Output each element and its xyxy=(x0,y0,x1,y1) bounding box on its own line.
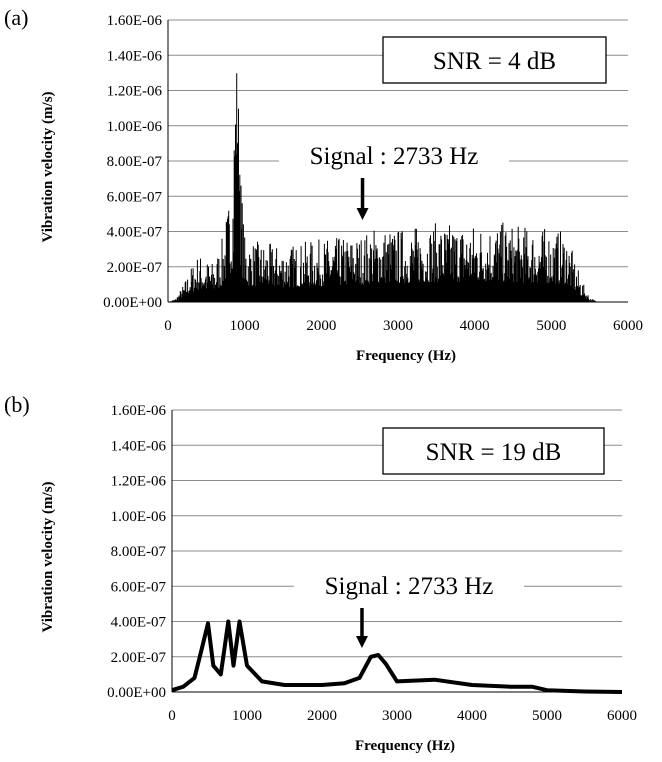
signal-label-background xyxy=(294,570,524,602)
signal-label: Signal : 2733 Hz xyxy=(310,143,479,170)
signal-label: Signal : 2733 Hz xyxy=(325,573,494,600)
spectrum-series xyxy=(168,73,598,302)
panel-label: (b) xyxy=(4,392,30,417)
y-tick-label: 0.00E+00 xyxy=(103,295,162,311)
y-tick-label: 8.00E-07 xyxy=(111,544,167,560)
x-tick-label: 6000 xyxy=(613,318,643,334)
y-tick-label: 1.60E-06 xyxy=(111,403,167,419)
x-tick-label: 4000 xyxy=(460,318,490,334)
x-tick-label: 6000 xyxy=(607,708,637,724)
x-tick-label: 2000 xyxy=(306,318,336,334)
snr-label: SNR = 4 dB xyxy=(433,48,556,75)
x-tick-label: 0 xyxy=(168,708,176,724)
signal-arrow-head xyxy=(356,208,369,220)
spectrum-series xyxy=(171,619,623,694)
y-tick-label: 1.40E-06 xyxy=(111,438,167,454)
panel-label: (a) xyxy=(4,5,28,30)
x-tick-label: 1000 xyxy=(232,708,262,724)
x-tick-label: 1000 xyxy=(230,318,260,334)
x-tick-label: 5000 xyxy=(536,318,566,334)
y-tick-label: 1.00E-06 xyxy=(107,119,163,135)
y-tick-label: 6.00E-07 xyxy=(107,189,163,205)
y-tick-label: 6.00E-07 xyxy=(111,579,167,595)
x-tick-label: 3000 xyxy=(383,318,413,334)
y-tick-label: 4.00E-07 xyxy=(111,615,167,631)
x-tick-label: 3000 xyxy=(382,708,412,724)
y-axis-title: Vibration velocity (m/s) xyxy=(40,91,56,242)
y-tick-label: 2.00E-07 xyxy=(111,650,167,666)
chart-panel-a: (a) 0.00E+00 2.00E-07 4.00E-07 6.00E-07 8.00E… xyxy=(4,5,643,364)
y-tick-label: 1.60E-06 xyxy=(107,13,163,29)
x-tick-label: 2000 xyxy=(307,708,337,724)
snr-box xyxy=(382,427,605,475)
x-axis-title: Frequency (Hz) xyxy=(356,348,456,364)
y-tick-label: 4.00E-07 xyxy=(107,225,163,241)
x-axis-title: Frequency (Hz) xyxy=(355,738,455,754)
y-tick-label: 1.00E-06 xyxy=(111,509,167,525)
signal-arrow-head xyxy=(355,636,368,648)
x-tick-label: 0 xyxy=(164,318,172,334)
y-tick-label: 1.20E-06 xyxy=(111,474,167,490)
y-tick-label: 0.00E+00 xyxy=(107,685,166,701)
snr-box xyxy=(382,36,607,84)
chart-panel-b: (b) 0.00E+00 2.00E-07 4.00E-07 6.00E-07 8.00E… xyxy=(4,392,637,754)
y-tick-label: 1.40E-06 xyxy=(107,48,163,64)
y-tick-label: 1.20E-06 xyxy=(107,84,163,100)
x-tick-label: 5000 xyxy=(532,708,562,724)
snr-label: SNR = 19 dB xyxy=(426,439,562,466)
signal-label-background xyxy=(279,140,509,172)
y-tick-label: 8.00E-07 xyxy=(107,154,163,170)
x-tick-label: 4000 xyxy=(457,708,487,724)
y-axis-title: Vibration velocity (m/s) xyxy=(40,481,56,632)
y-tick-label: 2.00E-07 xyxy=(107,260,163,276)
